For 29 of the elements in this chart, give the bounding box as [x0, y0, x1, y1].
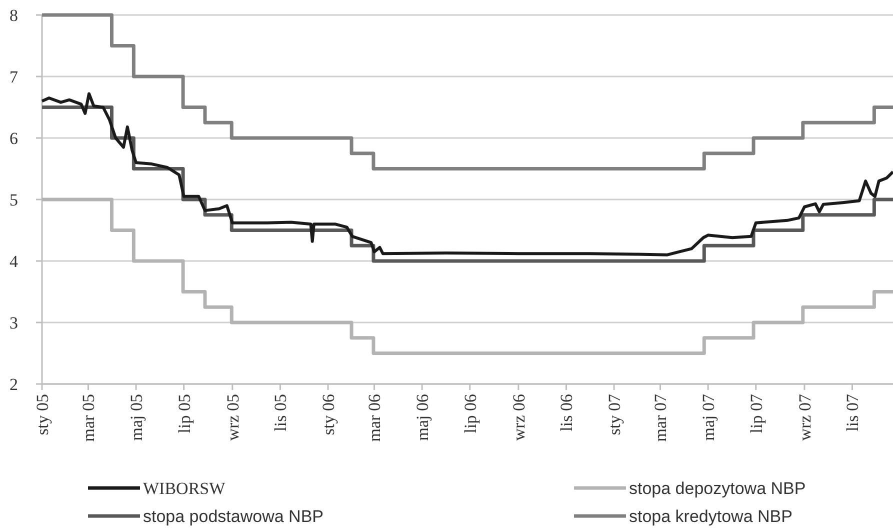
- x-tick-label: sty 06: [318, 394, 338, 436]
- x-tick-label: mar 06: [365, 394, 384, 442]
- legend-label: WIBORSW: [143, 479, 226, 498]
- x-tick-label: wrz 05: [223, 394, 242, 441]
- legend-label: stopa podstawowa NBP: [143, 507, 324, 526]
- y-tick-label: 5: [10, 190, 18, 210]
- x-tick-label: wrz 07: [795, 394, 814, 441]
- x-tick-label: lis 07: [843, 394, 862, 432]
- y-tick-label: 7: [10, 67, 18, 86]
- y-tick-label: 8: [10, 6, 18, 25]
- x-tick-label: mar 05: [79, 394, 98, 442]
- y-tick-label: 6: [10, 128, 18, 148]
- y-tick-label: 3: [10, 313, 18, 332]
- x-tick-label: sty 05: [32, 394, 52, 436]
- x-tick-label: lis 05: [271, 394, 290, 432]
- x-tick-label: maj 06: [413, 394, 432, 441]
- x-tick-label: lip 07: [746, 394, 766, 434]
- x-tick-label: lis 06: [557, 394, 576, 432]
- y-tick-label: 4: [10, 252, 18, 271]
- y-tick-label: 2: [10, 374, 18, 394]
- x-tick-label: lip 06: [460, 394, 480, 434]
- x-tick-label: mar 07: [651, 394, 670, 442]
- x-tick-label: wrz 06: [509, 394, 528, 441]
- x-tick-label: lip 05: [174, 394, 194, 434]
- x-tick-label: maj 05: [126, 394, 146, 441]
- legend-label: stopa kredytowa NBP: [629, 507, 792, 526]
- x-tick-label: sty 07: [604, 394, 624, 436]
- x-tick-label: maj 07: [699, 394, 718, 441]
- legend-label: stopa depozytowa NBP: [629, 479, 806, 498]
